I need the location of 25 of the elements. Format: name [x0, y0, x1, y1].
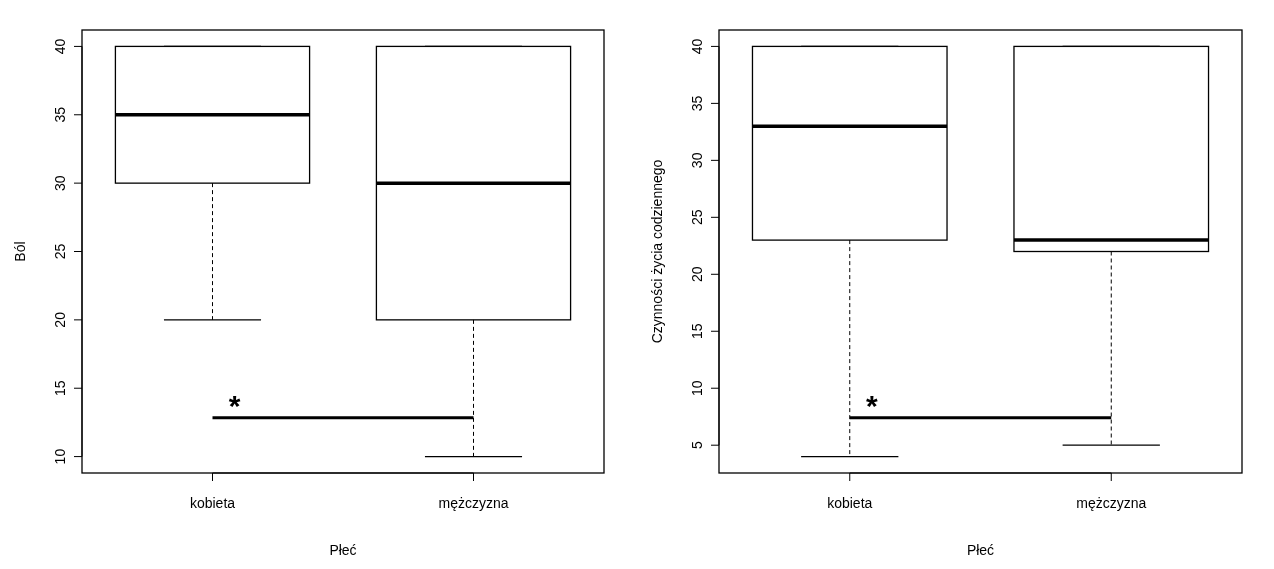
y-tick-label: 30: [689, 152, 705, 169]
x-tick-label: mężczyzna: [1076, 495, 1147, 511]
y-tick-label: 15: [52, 380, 68, 397]
annotation: *: [865, 388, 878, 422]
y-tick-label: 15: [689, 323, 705, 340]
x-tick-label: mężczyzna: [438, 495, 509, 511]
y-tick-label: 35: [689, 95, 705, 112]
y-tick-label: 40: [689, 38, 705, 55]
y-axis-title: Czynności życia codziennego: [649, 159, 665, 344]
y-tick-label: 10: [52, 448, 68, 465]
x-axis-title: Płeć: [329, 542, 357, 558]
annotation: *: [228, 388, 241, 422]
y-tick-label: 25: [52, 243, 68, 260]
y-tick-label: 25: [689, 209, 705, 226]
y-tick-label: 20: [689, 266, 705, 283]
y-tick-label: 35: [52, 106, 68, 123]
y-tick-label: 5: [689, 441, 705, 450]
x-tick-label: kobieta: [189, 495, 236, 511]
y-tick-label: 30: [52, 175, 68, 191]
y-axis-title: Ból: [12, 241, 28, 262]
y-tick-label: 40: [52, 38, 68, 55]
x-tick-label: kobieta: [827, 495, 873, 511]
y-tick-label: 10: [689, 380, 705, 397]
x-axis-title: Płeć: [966, 542, 995, 558]
y-tick-label: 20: [52, 311, 68, 328]
